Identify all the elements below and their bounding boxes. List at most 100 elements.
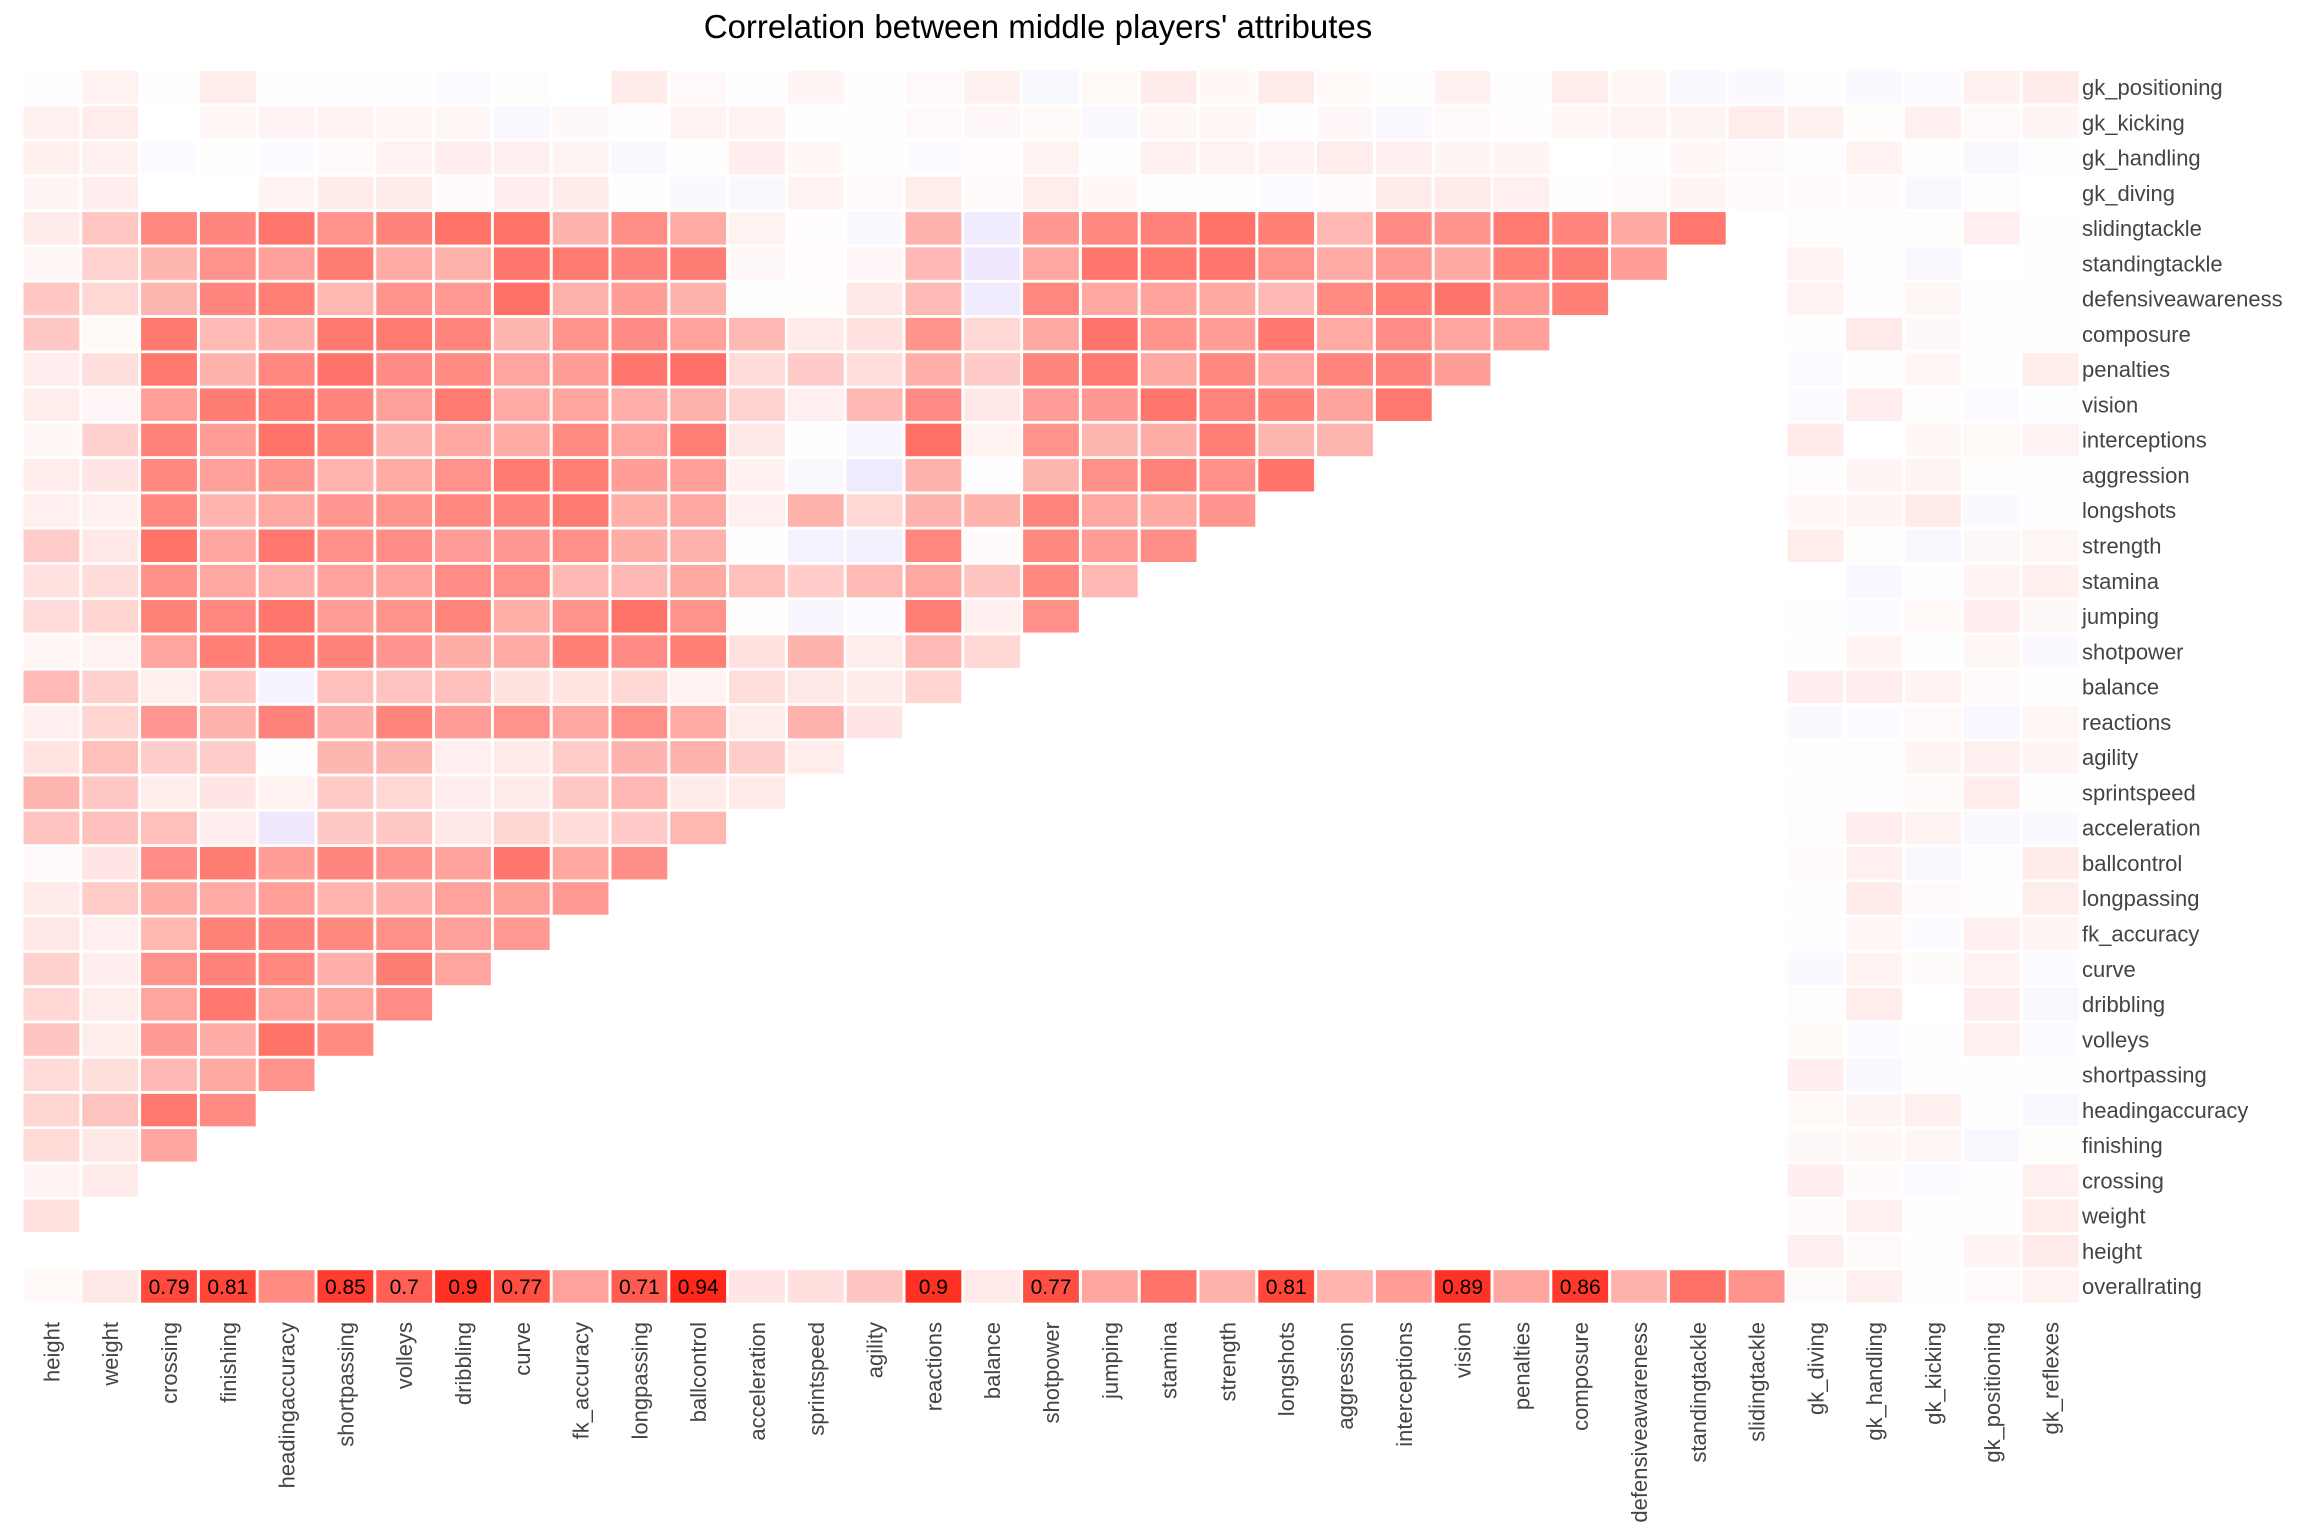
- heatmap-cell-standingtackle-gk_positioning: [1963, 247, 2020, 280]
- heatmap-cell-aggression-gk_positioning: [1963, 458, 2020, 492]
- heatmap-cell-dribbling-finishing: [199, 988, 256, 1021]
- heatmap-cell-penalties-gk_handling: [1846, 353, 1903, 386]
- heatmap-cell-gk_handling-defensiveawareness: [1611, 141, 1667, 175]
- heatmap-cell-standingtackle-finishing: [199, 247, 256, 280]
- heatmap-cell-overallrating-finishing: [199, 1270, 256, 1303]
- heatmap-cell-overallrating-longshots: [1258, 1270, 1315, 1303]
- heatmap-cell-penalties-interceptions: [1375, 353, 1432, 386]
- x-tick-label: acceleration: [745, 1322, 770, 1441]
- heatmap-cell-gk_handling-weight: [82, 141, 139, 175]
- heatmap-cell-slidingtackle-curve: [493, 212, 550, 245]
- heatmap-cell-acceleration-height: [23, 811, 80, 845]
- heatmap-cell-gk_diving-balance: [964, 176, 1021, 210]
- heatmap-cell-gk_kicking-strength: [1199, 106, 1256, 139]
- heatmap-cell-stamina-weight: [82, 564, 139, 598]
- heatmap-cell-vision-curve: [493, 388, 550, 421]
- heatmap-cell-curve-crossing: [141, 952, 197, 986]
- heatmap-cell-penalties-gk_kicking: [1905, 353, 1961, 386]
- x-tick-label: longshots: [1274, 1322, 1299, 1416]
- heatmap-cell-interceptions-stamina: [1140, 423, 1197, 457]
- y-tick-label: agility: [2082, 745, 2138, 770]
- heatmap-cell-longshots-shortpassing: [317, 494, 374, 527]
- y-tick-label: dribbling: [2082, 992, 2165, 1017]
- heatmap-cell-gk_handling-ballcontrol: [670, 141, 727, 175]
- heatmap-cell-slidingtackle-ballcontrol: [670, 212, 727, 245]
- heatmap-cell-balance-shortpassing: [317, 670, 374, 704]
- heatmap-cell-balance-agility: [846, 670, 903, 704]
- heatmap-cell-standingtackle-interceptions: [1375, 247, 1432, 280]
- heatmap-cell-defensiveawareness-gk_reflexes: [2022, 282, 2079, 316]
- heatmap-cell-vision-weight: [82, 388, 139, 421]
- heatmap-cell-aggression-volleys: [376, 458, 433, 492]
- heatmap-cell-curve-gk_positioning: [1963, 952, 2020, 986]
- heatmap-cell-reactions-acceleration: [729, 705, 785, 739]
- heatmap-cell-gk_kicking-longpassing: [611, 106, 668, 139]
- heatmap-cell-gk_handling-acceleration: [729, 141, 785, 175]
- heatmap-cell-reactions-sprintspeed: [787, 705, 844, 739]
- heatmap-cell-penalties-gk_diving: [1787, 353, 1844, 386]
- cell-value-label: 0.7: [390, 1276, 419, 1299]
- heatmap-cell-gk_kicking-standingtackle: [1669, 106, 1726, 139]
- heatmap-cell-sprintspeed-longpassing: [611, 776, 668, 809]
- heatmap-cell-standingtackle-defensiveawareness: [1611, 247, 1667, 280]
- heatmap-cell-slidingtackle-composure: [1552, 212, 1609, 245]
- cell-value-label: 0.9: [448, 1276, 477, 1299]
- heatmap-cell-slidingtackle-acceleration: [729, 212, 785, 245]
- heatmap-cell-penalties-aggression: [1317, 353, 1373, 386]
- heatmap-cell-reactions-gk_positioning: [1963, 705, 2020, 739]
- heatmap-cell-reactions-crossing: [141, 705, 197, 739]
- heatmap-cell-gk_handling-height: [23, 141, 80, 175]
- heatmap-cell-penalties-shortpassing: [317, 353, 374, 386]
- heatmap-cell-gk_positioning-jumping: [1081, 71, 1138, 104]
- heatmap-cell-gk_diving-shotpower: [1023, 176, 1079, 210]
- heatmap-cell-gk_diving-ballcontrol: [670, 176, 727, 210]
- heatmap-cell-defensiveawareness-curve: [493, 282, 550, 316]
- heatmap-cell-penalties-vision: [1434, 353, 1491, 386]
- heatmap-cell-sprintspeed-gk_positioning: [1963, 776, 2020, 809]
- heatmap-cell-curve-shortpassing: [317, 952, 374, 986]
- x-tick-label: agility: [863, 1322, 888, 1378]
- heatmap-cell-acceleration-curve: [493, 811, 550, 845]
- heatmap-cell-headingaccuracy-weight: [82, 1093, 139, 1127]
- heatmap-cell-gk_diving-stamina: [1140, 176, 1197, 210]
- heatmap-cell-gk_kicking-sprintspeed: [787, 106, 844, 139]
- heatmap-cell-penalties-stamina: [1140, 353, 1197, 386]
- heatmap-cell-gk_kicking-balance: [964, 106, 1021, 139]
- heatmap-cell-interceptions-gk_handling: [1846, 423, 1903, 457]
- heatmap-cell-jumping-crossing: [141, 600, 197, 633]
- heatmap-cell-standingtackle-strength: [1199, 247, 1256, 280]
- y-tick-label: defensiveawareness: [2082, 287, 2283, 312]
- heatmap-cell-gk_positioning-sprintspeed: [787, 71, 844, 104]
- heatmap-cell-composure-interceptions: [1375, 317, 1432, 351]
- heatmap-cell-dribbling-height: [23, 988, 80, 1021]
- y-tick-label: longpassing: [2082, 886, 2199, 911]
- heatmap-cell-gk_positioning-dribbling: [435, 71, 491, 104]
- heatmap-cell-overallrating-fk_accuracy: [552, 1270, 609, 1303]
- heatmap-cell-gk_positioning-aggression: [1317, 71, 1373, 104]
- heatmap-cell-overallrating-longpassing: [611, 1270, 668, 1303]
- heatmap-cell-longpassing-volleys: [376, 882, 433, 915]
- heatmap-cell-jumping-sprintspeed: [787, 600, 844, 633]
- heatmap-cell-slidingtackle-jumping: [1081, 212, 1138, 245]
- y-tick-label: volleys: [2082, 1027, 2149, 1052]
- heatmap-cell-vision-longshots: [1258, 388, 1315, 421]
- heatmap-cell-penalties-crossing: [141, 353, 197, 386]
- heatmap-cell-gk_diving-curve: [493, 176, 550, 210]
- heatmap-cell-overallrating-balance: [964, 1270, 1021, 1303]
- heatmap-cell-ballcontrol-gk_kicking: [1905, 846, 1961, 880]
- heatmap-cell-vision-gk_diving: [1787, 388, 1844, 421]
- heatmap-cell-reactions-height: [23, 705, 80, 739]
- heatmap-cell-aggression-fk_accuracy: [552, 458, 609, 492]
- heatmap-cell-aggression-longpassing: [611, 458, 668, 492]
- heatmap-cell-penalties-dribbling: [435, 353, 491, 386]
- heatmap-cell-gk_kicking-reactions: [905, 106, 962, 139]
- heatmap-cell-strength-jumping: [1081, 529, 1138, 563]
- heatmap-cell-strength-gk_kicking: [1905, 529, 1961, 563]
- x-tick-label: composure: [1568, 1322, 1593, 1431]
- x-tick-label: longpassing: [627, 1322, 652, 1439]
- heatmap-cell-gk_kicking-slidingtackle: [1728, 106, 1785, 139]
- heatmap-cell-agility-gk_kicking: [1905, 741, 1961, 774]
- heatmap-cell-longpassing-gk_kicking: [1905, 882, 1961, 915]
- heatmap-cell-interceptions-finishing: [199, 423, 256, 457]
- heatmap-cell-vision-gk_handling: [1846, 388, 1903, 421]
